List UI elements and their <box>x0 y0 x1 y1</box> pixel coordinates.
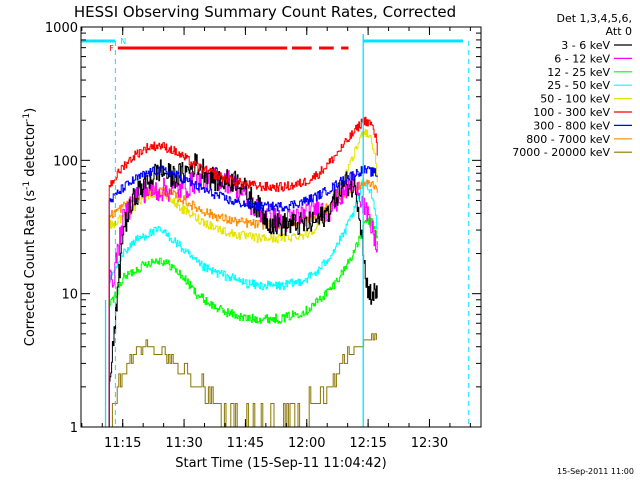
x-tick-label: 12:00 <box>288 436 325 451</box>
x-tick-label: 11:45 <box>227 436 264 451</box>
x-tick-label: 11:15 <box>104 436 141 451</box>
legend-label: 300 - 800 keV <box>533 119 610 132</box>
legend-label: 25 - 50 keV <box>547 79 610 92</box>
legend-label: 6 - 12 keV <box>554 52 610 65</box>
x-tick-label: 12:30 <box>411 436 448 451</box>
y-axis: 1 10 100 1000 <box>45 21 481 436</box>
y-tick-label: 100 <box>53 154 78 169</box>
x-tick-label: 12:15 <box>349 436 386 451</box>
x-axis: 11:15 11:30 11:45 12:00 12:15 12:30 <box>81 27 471 451</box>
legend-label: 7000 - 20000 keV <box>512 146 610 159</box>
legend-header: Det 1,3,4,5,6, Att 0 <box>556 12 632 38</box>
y-tick-label: 1 <box>70 421 78 436</box>
legend-label: 3 - 6 keV <box>561 39 610 52</box>
plot-frame <box>80 26 482 428</box>
series-layer <box>108 116 378 428</box>
y-tick-label: 10 <box>61 288 78 303</box>
chart-title: HESSI Observing Summary Count Rates, Cor… <box>74 3 456 21</box>
legend-label: 50 - 100 keV <box>540 93 610 106</box>
flag-layer: FN <box>81 34 470 427</box>
legend-label: 100 - 300 keV <box>533 106 610 119</box>
legend-header-line-2: Att 0 <box>606 25 632 38</box>
x-axis-label: Start Time (15-Sep-11 11:04:42) <box>175 456 386 471</box>
y-tick-label: 1000 <box>45 21 78 36</box>
legend-label: 800 - 7000 keV <box>526 133 610 146</box>
footer-date: 15-Sep-2011 11:00 <box>557 467 634 476</box>
series-line-2 <box>108 216 378 427</box>
y-axis-label: Corrected Count Rate (s-1 detector-1) <box>22 108 38 346</box>
legend-header-line-1: Det 1,3,4,5,6, <box>556 12 632 25</box>
series-line-3 <box>108 178 378 427</box>
series-line-1 <box>108 167 378 427</box>
flare-flag-label: F <box>109 44 114 53</box>
series-line-5 <box>108 116 378 427</box>
night-flag-label: N <box>120 37 126 46</box>
series-line-0 <box>108 153 378 427</box>
legend-label: 12 - 25 keV <box>547 66 610 79</box>
series-line-6 <box>108 165 378 427</box>
x-tick-label: 11:30 <box>165 436 202 451</box>
